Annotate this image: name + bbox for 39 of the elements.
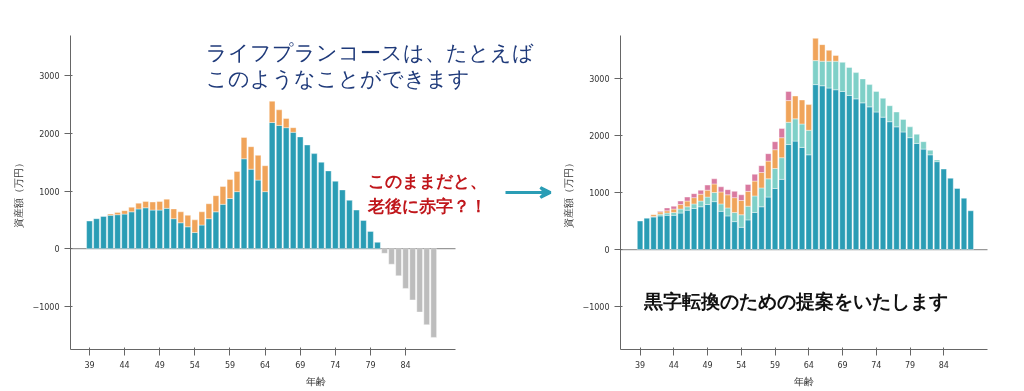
y-tick-label: 2000	[589, 131, 610, 141]
x-tick-label: 54	[736, 360, 747, 370]
x-tick-label: 39	[634, 360, 646, 370]
x-axis-title: 年齢	[794, 375, 814, 387]
x-tick-label: 64	[260, 360, 271, 370]
x-axis-title: 年齢	[305, 375, 326, 387]
x-tick-label: 74	[330, 360, 341, 370]
x-tick-label: 59	[224, 360, 236, 370]
x-tick-label: 64	[803, 360, 814, 370]
y-axis-title: 資産額（万円）	[563, 157, 575, 228]
y-tick-label: 3000	[589, 74, 610, 84]
y-tick-label: 1000	[589, 189, 610, 198]
x-tick-label: 39	[84, 360, 95, 370]
x-tick-label: 49	[702, 360, 713, 370]
x-tick-label: 44	[668, 360, 679, 370]
y-tick-label: 2000	[39, 129, 60, 139]
x-tick-label: 69	[295, 360, 306, 370]
y-tick-label: 0	[604, 246, 610, 256]
x-tick-label: 44	[119, 360, 130, 370]
x-tick-label: 84	[400, 360, 411, 370]
annotation: このままだと、	[367, 170, 487, 191]
x-tick-label: 69	[837, 360, 848, 370]
x-tick-label: 59	[769, 360, 781, 370]
x-tick-label: 84	[938, 360, 949, 370]
y-tick-label: 1000	[39, 187, 60, 197]
annotation: ライフプランコースは、たとえば	[205, 40, 534, 65]
x-tick-label: 79	[904, 360, 916, 370]
x-tick-label: 49	[154, 360, 165, 370]
y-tick-label: −1000	[32, 302, 60, 312]
annotation: 老後に赤字？！	[366, 195, 487, 216]
annotation: 黒字転換のための提案をいたします	[642, 289, 948, 312]
y-tick-label: 3000	[39, 72, 60, 82]
x-tick-label: 54	[189, 360, 200, 370]
y-tick-label: −1000	[582, 303, 610, 313]
y-axis-title: 資産額（万円）	[13, 157, 25, 228]
y-tick-label: 0	[54, 245, 60, 255]
x-tick-label: 74	[871, 360, 882, 370]
annotation: このようなことができます	[205, 66, 470, 91]
x-tick-label: 79	[365, 360, 376, 370]
